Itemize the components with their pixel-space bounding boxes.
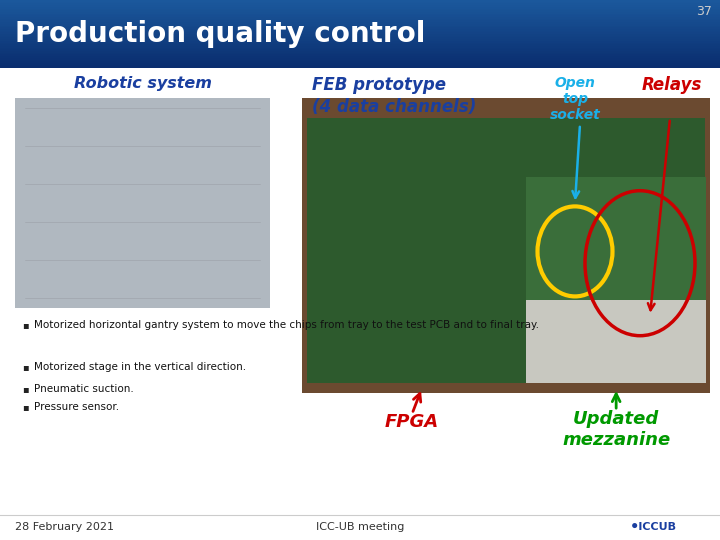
Bar <box>526 177 706 383</box>
Text: Pneumatic suction.: Pneumatic suction. <box>34 384 134 394</box>
Text: ⚫ICCUB: ⚫ICCUB <box>630 522 677 532</box>
Bar <box>0 51 720 53</box>
Bar <box>0 48 720 49</box>
Text: ▪: ▪ <box>22 402 29 412</box>
Text: Robotic system: Robotic system <box>73 76 212 91</box>
Text: FEB prototype
(4 data channels): FEB prototype (4 data channels) <box>312 76 477 116</box>
Bar <box>0 31 720 32</box>
Bar <box>0 43 720 44</box>
Bar <box>0 58 720 59</box>
Bar <box>0 15 720 17</box>
Text: ▪: ▪ <box>22 362 29 372</box>
Text: ▪: ▪ <box>22 384 29 394</box>
Text: 37: 37 <box>696 5 712 18</box>
Text: Pressure sensor.: Pressure sensor. <box>34 402 119 412</box>
Text: Production quality control: Production quality control <box>15 20 426 48</box>
Text: ▪: ▪ <box>22 320 29 330</box>
Bar <box>0 61 720 63</box>
Bar <box>0 68 720 540</box>
Bar <box>0 44 720 46</box>
Bar <box>0 22 720 24</box>
Text: FPGA: FPGA <box>385 413 439 431</box>
Bar <box>0 3 720 5</box>
Bar <box>0 10 720 12</box>
Bar <box>526 300 706 383</box>
Bar <box>0 19 720 21</box>
Bar <box>0 66 720 68</box>
Bar <box>0 24 720 25</box>
Bar <box>0 59 720 61</box>
Bar <box>0 53 720 55</box>
Bar <box>15 98 270 308</box>
Bar <box>0 2 720 3</box>
Bar <box>0 14 720 15</box>
Bar <box>0 27 720 29</box>
Bar <box>0 9 720 10</box>
Text: Open
top
socket: Open top socket <box>549 76 600 123</box>
Text: Relays: Relays <box>642 76 702 94</box>
Bar <box>0 21 720 22</box>
Text: Motorized stage in the vertical direction.: Motorized stage in the vertical directio… <box>34 362 246 372</box>
Bar <box>0 32 720 34</box>
Bar <box>0 56 720 58</box>
Bar <box>302 98 710 393</box>
Bar <box>0 34 720 36</box>
Bar <box>0 25 720 27</box>
Bar <box>0 12 720 14</box>
Bar <box>0 0 720 2</box>
Text: 28 February 2021: 28 February 2021 <box>15 522 114 532</box>
Bar <box>0 39 720 41</box>
Bar <box>0 29 720 31</box>
Bar <box>0 41 720 43</box>
Bar <box>0 46 720 48</box>
Bar <box>0 36 720 37</box>
Text: Updated
mezzanine: Updated mezzanine <box>562 410 670 449</box>
Bar <box>0 7 720 9</box>
Bar <box>0 37 720 39</box>
Bar <box>0 63 720 65</box>
Bar <box>0 49 720 51</box>
Bar <box>307 118 705 383</box>
Bar <box>0 65 720 66</box>
Bar <box>0 17 720 19</box>
Text: ICC-UB meeting: ICC-UB meeting <box>316 522 404 532</box>
Bar <box>0 5 720 7</box>
Bar <box>0 55 720 56</box>
Text: Motorized horizontal gantry system to move the chips from tray to the test PCB a: Motorized horizontal gantry system to mo… <box>34 320 539 330</box>
